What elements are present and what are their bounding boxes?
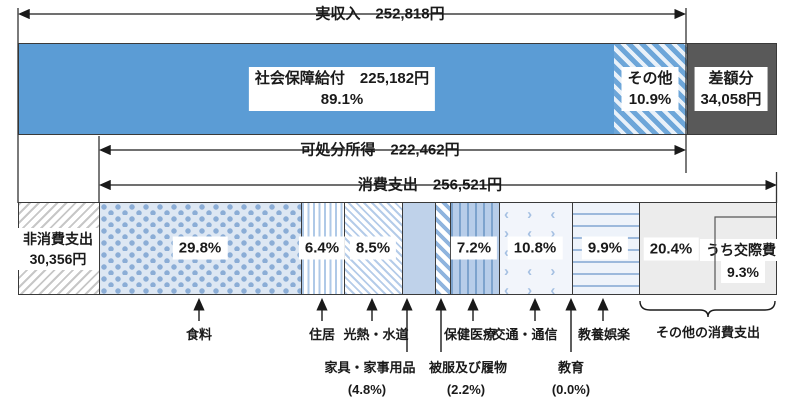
non-consumption-label-box: 非消費支出 30,356円: [17, 228, 99, 270]
difference-label: 差額分: [708, 70, 754, 87]
transport-pct: 10.8%: [507, 236, 563, 260]
difference-value: 34,058円: [700, 91, 762, 108]
actual-income-bracket-label: 実収入 252,818円: [309, 2, 451, 26]
pointer-pct-education: (0.0%): [551, 382, 591, 397]
segment-furniture: [403, 203, 436, 294]
culture-pct: 9.9%: [581, 236, 629, 260]
income-other-label: その他: [627, 70, 673, 87]
difference-label-box: 差額分 34,058円: [694, 67, 768, 111]
other-consumption-brace: [639, 300, 776, 318]
income-other-pct: 10.9%: [628, 91, 672, 108]
pointer-label-clothing: 被服及び履物: [428, 360, 508, 375]
pointer-label-food: 食料: [185, 327, 213, 342]
non-consumption-label: 非消費支出: [23, 231, 93, 247]
social-security-label: 社会保障給付 225,182円: [254, 70, 430, 87]
segment-food: [100, 203, 302, 294]
medical-pct: 7.2%: [450, 236, 498, 260]
pointer-label-transport: 交通・通信: [492, 327, 558, 342]
pointer-label-furniture: 家具・家事用品: [324, 360, 416, 375]
consumption-bracket-label: 消費支出 256,521円: [351, 173, 509, 197]
housing-pct: 6.4%: [298, 236, 346, 260]
pointer-label-education: 教育: [557, 360, 585, 375]
pointer-label-culture: 教養娯楽: [577, 327, 631, 342]
disposable-income-bracket-label: 可処分所得 222,462円: [294, 138, 466, 162]
social-security-label-box: 社会保障給付 225,182円 89.1%: [248, 67, 436, 111]
non-consumption-value: 30,356円: [29, 251, 87, 267]
utilities-pct: 8.5%: [349, 236, 397, 260]
social-expenses-label: うち交際費: [700, 239, 782, 261]
pointer-pct-furniture: (4.8%): [347, 382, 387, 397]
other-consumption-pct: 20.4%: [643, 237, 699, 261]
pointer-label-utilities: 光熱・水道: [343, 327, 409, 342]
income-other-label-box: その他 10.9%: [621, 67, 679, 111]
pointer-label-housing: 住居: [308, 327, 336, 342]
pointer-label-medical: 保健医療: [443, 327, 497, 342]
income-bar: [18, 43, 777, 135]
segment-clothing: [436, 203, 451, 294]
pointer-label-other-consumption: その他の消費支出: [655, 325, 761, 340]
pointer-pct-clothing: (2.2%): [446, 382, 486, 397]
social-expenses-pct: 9.3%: [721, 261, 765, 283]
food-pct: 29.8%: [172, 236, 228, 260]
social-security-pct: 89.1%: [320, 91, 364, 108]
